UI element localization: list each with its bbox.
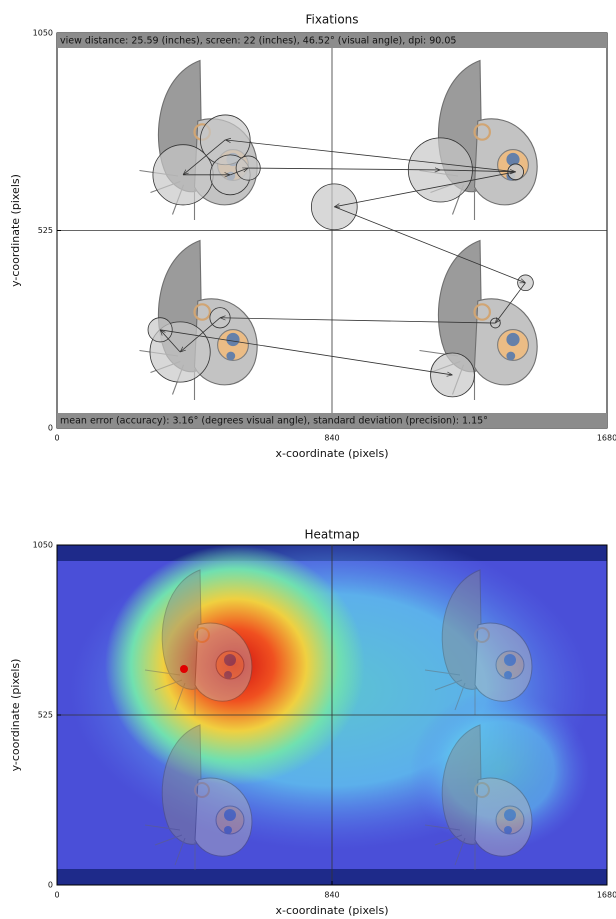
x-tick-label: 1680 (597, 891, 616, 900)
y-tick-label: 0 (48, 881, 53, 890)
chart-title: Heatmap (304, 528, 359, 542)
x-tick-label: 840 (324, 434, 339, 443)
footer-text: mean error (accuracy): 3.16° (degrees vi… (60, 416, 488, 427)
fixation (518, 275, 534, 291)
y-tick-label: 0 (48, 424, 53, 433)
x-axis-label: x-coordinate (pixels) (276, 447, 389, 460)
y-tick-label: 525 (38, 711, 53, 720)
y-axis-label: y-coordinate (pixels) (9, 659, 22, 772)
x-tick-label: 0 (54, 891, 59, 900)
y-tick-label: 525 (38, 226, 53, 235)
figure: Fixations 0 840 1680 0 525 1050 x-coordinate (p… (0, 0, 616, 919)
x-axis-label: x-coordinate (pixels) (276, 904, 389, 917)
y-axis-label: y-coordinate (pixels) (9, 174, 22, 287)
chart-title: Fixations (305, 13, 358, 27)
y-tick-label: 1050 (33, 541, 53, 550)
header-text: view distance: 25.59 (inches), screen: 2… (60, 36, 456, 47)
x-tick-label: 1680 (597, 434, 616, 443)
x-tick-label: 0 (54, 434, 59, 443)
y-tick-label: 1050 (33, 29, 53, 38)
x-tick-label: 840 (324, 891, 339, 900)
